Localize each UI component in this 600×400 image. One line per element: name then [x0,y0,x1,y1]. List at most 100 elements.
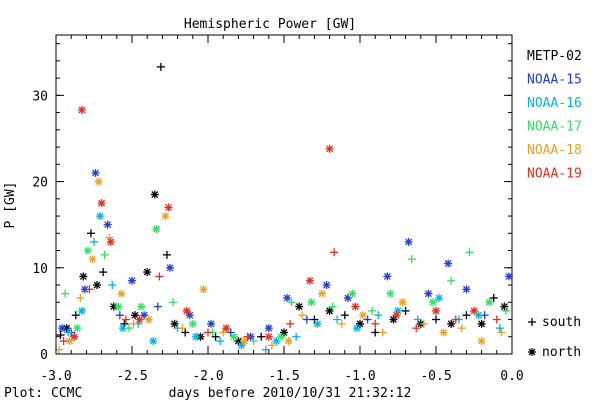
marker-plus [155,272,164,281]
marker-plus [90,237,98,246]
marker-star [70,332,79,341]
marker-star [222,324,231,333]
marker-star [137,302,146,311]
legend-entry: NOAA-19 [527,167,582,182]
marker-plus [457,324,466,333]
marker-plus [378,328,387,337]
marker-plus [100,250,109,259]
marker-plus [243,332,252,341]
marker-star [439,328,448,337]
marker-star [435,293,444,302]
marker-plus [465,248,474,257]
marker-star [94,177,103,186]
marker-star [477,337,486,346]
marker-star [185,311,194,320]
marker-star [143,268,152,277]
marker-plus [374,311,383,320]
marker-star [325,306,334,315]
marker-star [144,315,153,324]
marker-legend-label: north [542,345,581,360]
marker-star [504,272,513,281]
marker-plus [261,345,270,354]
chart-title: Hemispheric Power [GW] [184,17,356,32]
marker-star [191,332,200,341]
marker-plus [447,276,456,285]
marker-star [283,293,292,302]
marker-star [229,332,238,341]
marker-plus [86,229,95,238]
marker-star [161,212,170,221]
marker-plus [181,328,190,337]
marker-star [135,315,144,324]
legend-entry: NOAA-17 [527,120,582,135]
legend-entry: NOAA-18 [527,143,582,158]
x-tick-label: -0.5 [420,369,451,384]
marker-star [432,306,440,315]
marker-star [103,220,112,229]
marker-plus [371,319,380,328]
x-tick-label: -2.5 [116,369,147,384]
marker-star [114,302,123,311]
series-noaa-18 [55,177,506,354]
marker-legend-label: south [542,315,581,330]
x-tick-label: -1.5 [268,369,299,384]
marker-plus [432,315,440,324]
marker-star [264,324,273,333]
marker-plus [71,311,80,320]
marker-plus [64,328,73,337]
marker-star [318,289,326,298]
marker-star [485,298,494,307]
marker-star [166,263,174,272]
marker-plus [76,293,85,302]
marker-star [88,255,97,264]
marker-legend: south north [528,315,581,360]
marker-plus [412,324,421,333]
marker-star [313,319,322,328]
marker-star [356,319,364,328]
marker-plus [333,315,342,324]
marker-star [207,319,216,328]
marker-star [424,289,433,298]
marker-star [528,348,536,356]
marker-plus [501,306,510,315]
marker-plus [56,331,65,340]
marker-plus [401,306,410,315]
marker-plus [249,337,258,346]
legend-entry: METP-02 [527,49,582,64]
marker-star [348,289,357,298]
marker-star [447,319,456,328]
marker-plus [292,332,301,341]
scatter-markers [55,62,513,354]
marker-star [152,224,161,233]
marker-plus [257,332,266,341]
marker-plus [61,289,70,298]
x-axis-label: days before 2010/10/31 21:32:12 [169,386,412,400]
marker-plus [492,315,501,324]
marker-star [83,246,92,255]
marker-plus [153,302,162,311]
marker-plus [371,328,380,337]
marker-plus [216,337,225,346]
marker-star [386,289,395,298]
marker-star [93,281,102,290]
marker-plus [267,341,276,350]
marker-plus [99,268,108,277]
marker-star [500,302,509,311]
marker-plus [129,319,138,328]
marker-star [305,276,314,285]
marker-star [106,237,115,246]
marker-star [404,237,413,246]
legend-entry: NOAA-16 [527,96,582,111]
marker-plus [368,306,377,315]
marker-plus [451,315,460,324]
marker-star [149,337,158,346]
marker-plus [337,319,346,328]
marker-star [295,302,304,311]
marker-star [118,324,127,333]
marker-plus [219,328,228,337]
x-tick-label: 0.0 [500,369,523,384]
x-tick-label: -2.0 [192,369,223,384]
marker-plus [302,315,311,324]
marker-star [97,199,106,208]
